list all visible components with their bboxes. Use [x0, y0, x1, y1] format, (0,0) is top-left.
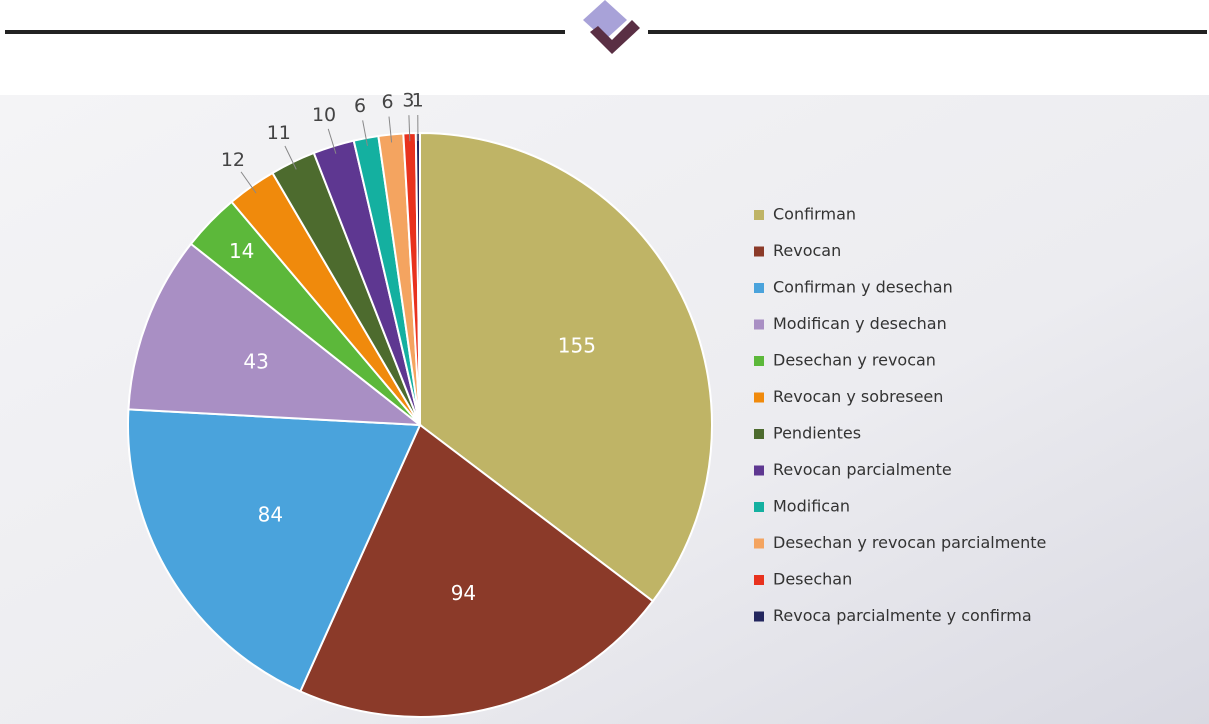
data-label: 155: [558, 333, 596, 357]
legend-swatch: [754, 392, 764, 403]
legend-label: Desechan y revocan parcialmente: [773, 533, 1046, 552]
data-label: 10: [312, 104, 336, 126]
legend-label: Revocan y sobreseen: [773, 387, 943, 406]
legend-label: Modifican y desechan: [773, 314, 947, 333]
leader-line: [327, 128, 337, 154]
legend-swatch: [754, 502, 764, 512]
data-label: 11: [267, 122, 291, 144]
pie-slice: [419, 131, 713, 603]
data-label: 12: [221, 149, 245, 171]
legend-swatch: [754, 246, 764, 257]
legend-label: Desechan: [773, 570, 852, 589]
data-label: 1: [412, 90, 424, 112]
leader-line: [408, 115, 411, 142]
legend-label: Pendientes: [773, 424, 861, 443]
data-label: 14: [229, 239, 254, 263]
legend-swatch: [754, 429, 764, 439]
leader-line: [362, 120, 368, 146]
legend-swatch: [754, 283, 764, 293]
leader-line: [388, 116, 393, 143]
leader-line: [284, 145, 297, 170]
logo: [590, 20, 640, 54]
legend-swatch: [754, 356, 764, 366]
legend-label: Revoca parcialmente y confirma: [773, 606, 1032, 625]
data-label: 84: [258, 503, 283, 527]
legend-swatch: [754, 575, 764, 585]
pie-slice: [127, 408, 422, 693]
data-label: 6: [354, 95, 366, 117]
data-label: 94: [451, 581, 476, 605]
legend-label: Modifican: [773, 497, 850, 516]
pie-slice: [299, 423, 655, 718]
legend-label: Confirman: [773, 205, 856, 224]
legend-label: Desechan y revocan: [773, 351, 936, 370]
leader-line: [240, 171, 257, 194]
data-label: 43: [243, 350, 268, 374]
data-label: 6: [382, 91, 394, 113]
legend-swatch: [754, 538, 764, 549]
legend-label: Confirman y desechan: [773, 278, 953, 297]
legend-swatch: [754, 611, 764, 622]
legend-swatch: [754, 319, 764, 330]
legend-swatch: [754, 210, 764, 220]
data-label: 3: [402, 90, 414, 112]
pie-slice: [127, 242, 424, 427]
legend-label: Revocan parcialmente: [773, 460, 952, 479]
legend-label: Revocan: [773, 241, 841, 260]
legend-swatch: [754, 465, 764, 476]
